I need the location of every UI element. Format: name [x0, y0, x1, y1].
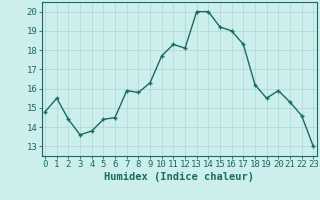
X-axis label: Humidex (Indice chaleur): Humidex (Indice chaleur): [104, 172, 254, 182]
